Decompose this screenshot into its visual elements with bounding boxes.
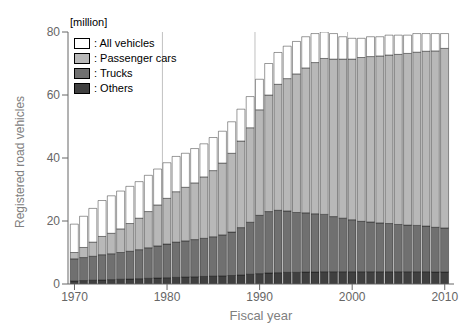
html-text:[million]: [million] — [70, 16, 108, 28]
svg-text:Fiscal year: Fiscal year — [230, 308, 294, 323]
svg-text:40: 40 — [47, 151, 61, 165]
svg-text:1990: 1990 — [246, 290, 273, 304]
svg-text:1980: 1980 — [154, 290, 181, 304]
html-text:: All vehicles: : All vehicles — [94, 37, 155, 49]
svg-text:0: 0 — [53, 277, 60, 291]
svg-text:80: 80 — [47, 25, 61, 39]
svg-text:2010: 2010 — [431, 290, 458, 304]
svg-text:Registered road vehicles: Registered road vehicles — [13, 96, 27, 228]
svg-text:20: 20 — [47, 214, 61, 228]
svg-text:60: 60 — [47, 88, 61, 102]
svg-text:1970: 1970 — [61, 290, 88, 304]
html-text:: Trucks: : Trucks — [94, 67, 133, 79]
svg-text:2000: 2000 — [339, 290, 366, 304]
html-text:: Others: : Others — [94, 82, 134, 94]
html-text:: Passenger cars: : Passenger cars — [94, 52, 177, 64]
